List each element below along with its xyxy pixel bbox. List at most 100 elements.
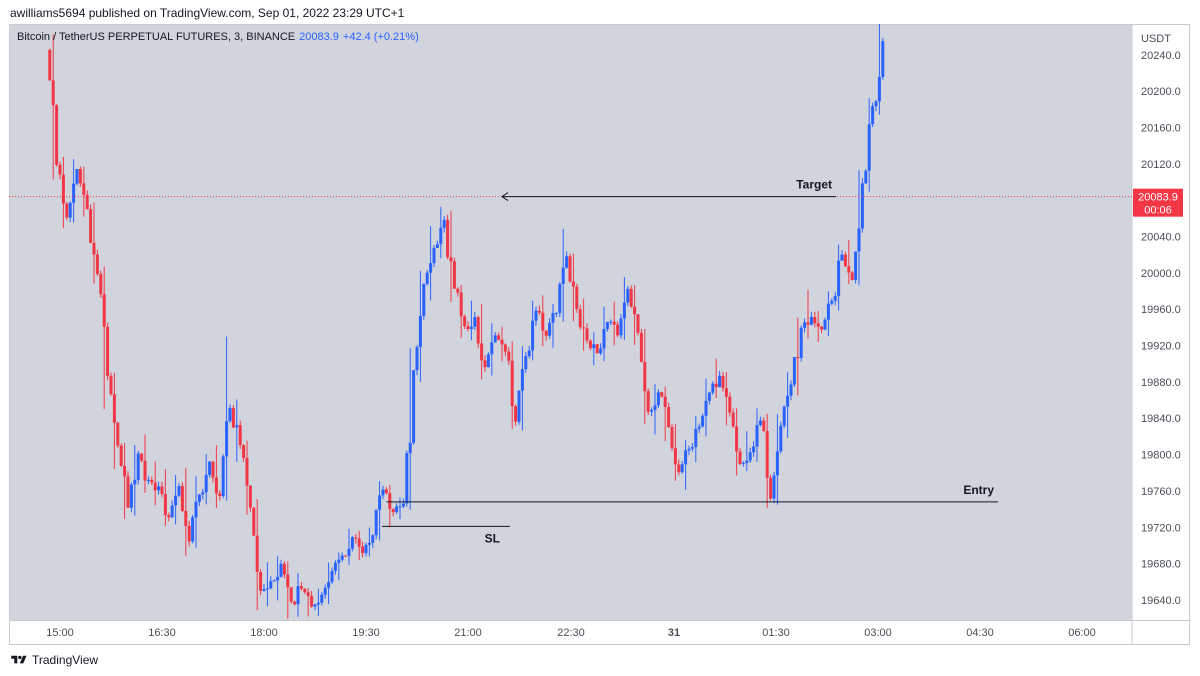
candle-body — [167, 515, 171, 518]
candle — [469, 300, 473, 341]
candle — [592, 332, 596, 366]
candle — [493, 332, 497, 343]
candle-body — [401, 503, 405, 507]
y-tick-label: 20160.0 — [1141, 123, 1181, 135]
candle-body — [344, 555, 348, 557]
candle — [61, 156, 65, 229]
candle-body — [745, 460, 749, 463]
candle — [813, 311, 817, 328]
candle — [412, 370, 416, 445]
candle-body — [609, 321, 613, 323]
candle — [136, 451, 140, 485]
candle-body — [667, 407, 671, 428]
candle-body — [252, 507, 256, 536]
candle — [238, 420, 242, 450]
candle-body — [306, 592, 310, 596]
candle-body — [323, 587, 327, 595]
candle-body — [575, 286, 579, 310]
candle-body — [826, 303, 830, 320]
candle — [439, 206, 443, 259]
candle — [218, 490, 222, 501]
y-tick-label: 19960.0 — [1141, 304, 1181, 316]
time-axis[interactable]: 15:00 16:30 18:00 19:30 21:00 22:30 31 01:30 03:… — [46, 627, 1096, 639]
candle-body — [442, 219, 446, 228]
candle-body — [140, 453, 144, 461]
symbol-legend[interactable]: Bitcoin / TetherUS PERPETUAL FUTURES, 3,… — [17, 31, 419, 43]
candle — [854, 251, 858, 284]
candle-body — [582, 327, 586, 329]
candle — [769, 474, 773, 501]
candle-body — [660, 392, 664, 397]
candle — [527, 345, 531, 359]
candle — [432, 245, 436, 268]
price-tag-box — [1133, 188, 1183, 217]
price-axis[interactable]: 19640.0 19680.0 19720.0 19760.0 19800.0 19840… — [1141, 50, 1181, 607]
candle-body — [408, 442, 412, 454]
y-tick-label: 19840.0 — [1141, 413, 1181, 425]
candle-body — [503, 344, 507, 352]
candle — [72, 159, 76, 223]
candle — [520, 346, 524, 431]
candle-body — [803, 322, 807, 328]
candle-body — [180, 486, 184, 511]
plot-area[interactable] — [10, 25, 1132, 620]
candle — [735, 408, 739, 476]
candle — [299, 582, 303, 591]
current-price-tag: 20083.900:06 — [1133, 188, 1183, 217]
candle-body — [255, 535, 259, 573]
candle-body — [163, 494, 167, 516]
candle-body — [809, 317, 813, 325]
candle-body — [731, 412, 735, 427]
candle — [731, 408, 735, 428]
candle-body — [92, 242, 96, 255]
candle — [728, 392, 732, 417]
candle-body — [153, 482, 157, 491]
candle-body — [646, 391, 650, 412]
candle — [748, 447, 752, 463]
candle-body — [534, 310, 538, 321]
symbol-name[interactable]: Bitcoin / TetherUS PERPETUAL FUTURES, 3,… — [17, 31, 296, 43]
candle — [456, 287, 460, 297]
candle-body — [259, 572, 263, 591]
candle-body — [412, 370, 416, 443]
candle — [333, 560, 337, 575]
price-chart[interactable]: Target Entry SL 19640.0 19680.0 19720.0 19760… — [9, 24, 1190, 645]
candle — [367, 527, 371, 557]
candle — [670, 423, 674, 452]
candle-body — [612, 321, 616, 325]
candle — [296, 573, 300, 617]
candle-body — [330, 571, 334, 582]
candle-body — [752, 446, 756, 453]
candle-body — [126, 476, 130, 508]
candle-body — [170, 505, 174, 518]
candle — [269, 576, 273, 590]
candle — [544, 330, 548, 341]
candle — [711, 381, 715, 395]
candle — [282, 561, 286, 579]
candle-body — [337, 559, 341, 563]
candle-body — [558, 284, 562, 313]
candle — [75, 168, 79, 186]
candle-body — [194, 501, 198, 518]
y-tick-label: 19920.0 — [1141, 341, 1181, 353]
x-tick-label: 22:30 — [557, 627, 585, 639]
candle-body — [728, 396, 732, 413]
candle — [378, 481, 382, 541]
y-tick-label: 19880.0 — [1141, 377, 1181, 389]
candle — [575, 283, 579, 313]
candle — [208, 460, 212, 478]
candle-body — [228, 407, 232, 422]
candle-body — [51, 80, 55, 106]
candle-body — [350, 537, 354, 549]
candle — [388, 484, 392, 528]
candle — [707, 391, 711, 405]
candle — [531, 300, 535, 361]
candle — [721, 372, 725, 392]
candle-body — [381, 489, 385, 496]
candle — [595, 343, 599, 354]
candle-body — [272, 580, 276, 582]
candle-body — [68, 202, 72, 218]
candle-body — [78, 169, 82, 184]
candle — [609, 319, 613, 326]
candle — [837, 244, 841, 311]
